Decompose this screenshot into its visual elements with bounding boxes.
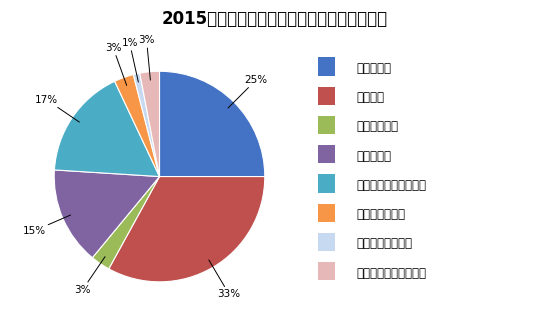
Text: 申请信息不存在: 申请信息不存在	[356, 208, 405, 221]
Bar	[318, 87, 335, 105]
Text: 同意公开: 同意公开	[356, 91, 384, 104]
Bar	[318, 57, 335, 76]
Text: 同意部分公开: 同意部分公开	[356, 120, 398, 133]
Bar	[318, 204, 335, 222]
Wedge shape	[133, 73, 160, 177]
Text: 告知通过其他途径办理: 告知通过其他途径办理	[356, 266, 426, 280]
Text: 15%: 15%	[23, 215, 70, 236]
Wedge shape	[54, 170, 160, 258]
Text: 属主动公开: 属主动公开	[356, 62, 391, 75]
Text: 25%: 25%	[228, 75, 268, 108]
Text: 不同意公开: 不同意公开	[356, 150, 391, 162]
Wedge shape	[160, 71, 265, 177]
Wedge shape	[114, 74, 160, 177]
Text: 2015年东营市政府信息依申请公开情况统计表: 2015年东营市政府信息依申请公开情况统计表	[162, 10, 388, 28]
Text: 告知作出更改补充: 告知作出更改补充	[356, 237, 412, 250]
Wedge shape	[92, 177, 160, 269]
Bar	[318, 233, 335, 251]
Text: 3%: 3%	[74, 257, 105, 295]
Bar	[318, 145, 335, 163]
Text: 不属于本行政机关公开: 不属于本行政机关公开	[356, 179, 426, 192]
Wedge shape	[109, 177, 265, 282]
Bar	[318, 174, 335, 193]
Bar	[318, 262, 335, 281]
Text: 1%: 1%	[122, 38, 139, 82]
Text: 17%: 17%	[35, 95, 79, 122]
Wedge shape	[54, 81, 160, 177]
Text: 3%: 3%	[139, 35, 155, 80]
Bar	[318, 116, 335, 134]
Text: 33%: 33%	[209, 260, 241, 299]
Text: 3%: 3%	[105, 43, 126, 85]
Wedge shape	[140, 71, 159, 177]
